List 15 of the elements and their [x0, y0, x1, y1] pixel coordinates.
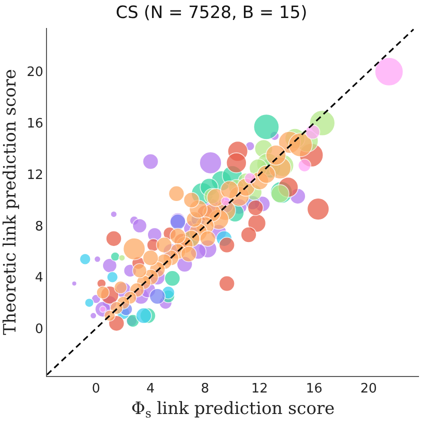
x-tick-label: 0 — [92, 382, 100, 397]
y-tick-label: 16 — [26, 116, 44, 132]
x-tick-label: 8 — [200, 382, 210, 397]
x-tick-label: 20 — [360, 382, 377, 397]
y-tick-label: 4 — [35, 270, 44, 286]
y-tick-label: 12 — [26, 168, 44, 183]
x-tick-label: 4 — [146, 382, 155, 397]
chart-title: CS (N = 7528, B = 15) — [116, 3, 308, 24]
x-tick-label: 12 — [251, 382, 268, 397]
y-axis-title: Theoretic link prediction score — [0, 69, 20, 335]
x-tick-label: 16 — [306, 382, 322, 397]
y-tick-label: 0 — [35, 322, 44, 338]
y-tick-label: 20 — [26, 65, 44, 80]
x-axis-title: Φ$_{s}$ link prediction score — [131, 399, 335, 421]
y-tick-label: 8 — [35, 219, 44, 234]
